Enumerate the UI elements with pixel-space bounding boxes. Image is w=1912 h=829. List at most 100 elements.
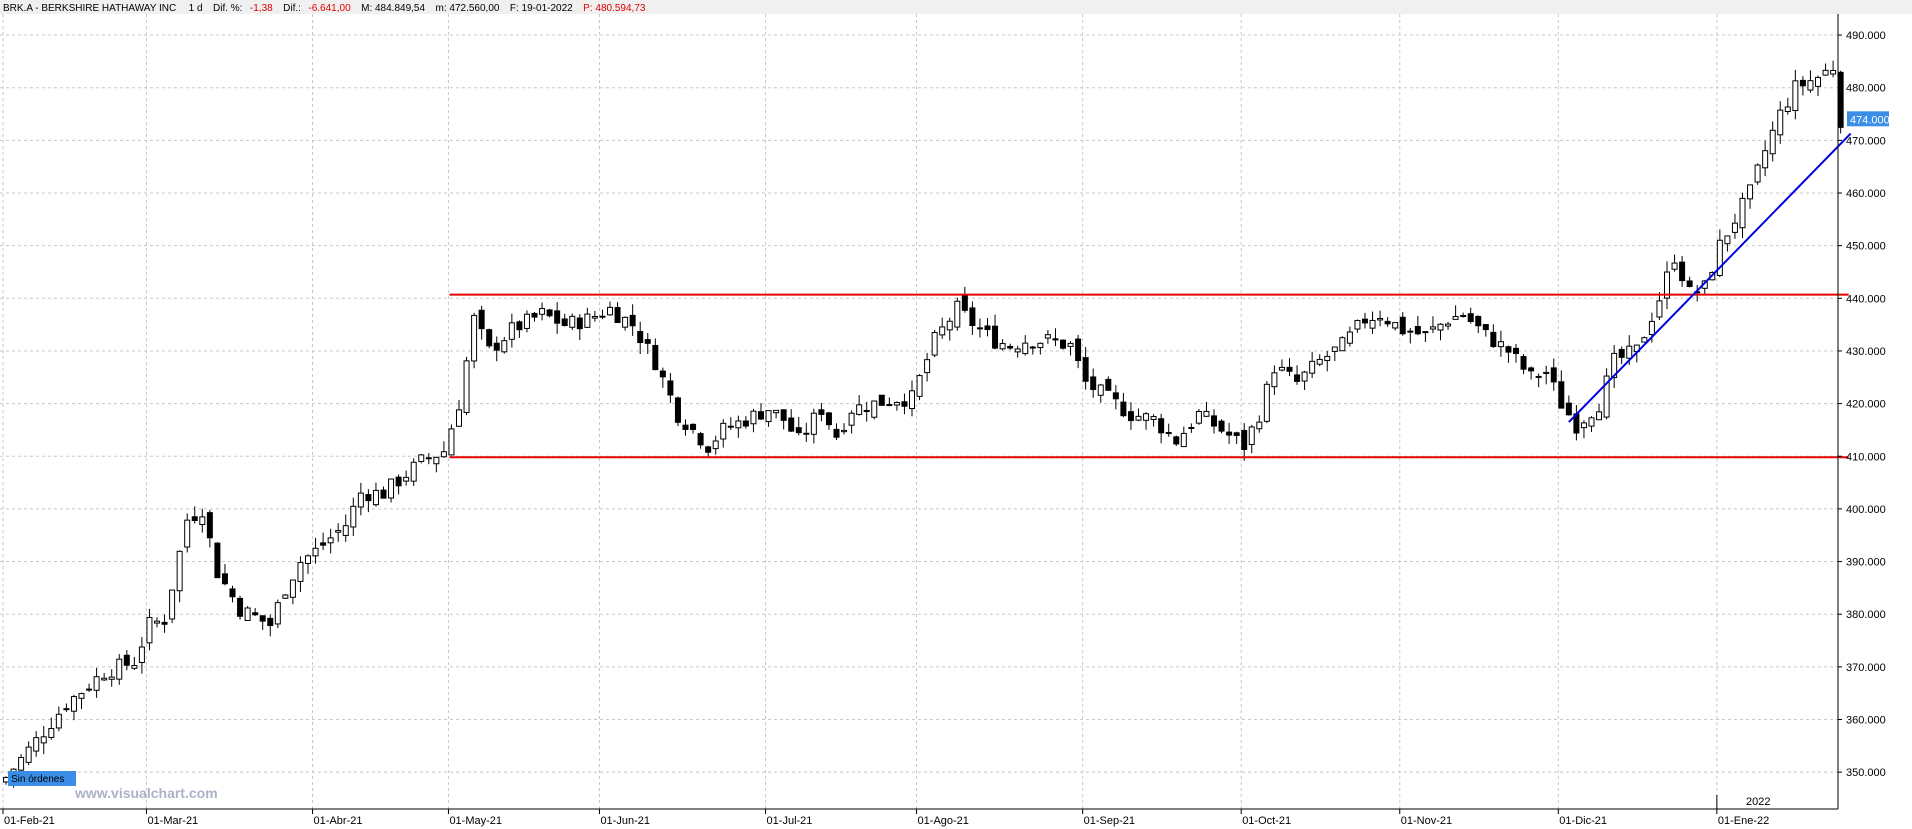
candle-up — [372, 489, 379, 506]
y-tick-label: 430.000 — [1846, 346, 1886, 358]
candle-up — [607, 306, 613, 316]
candle-up — [1437, 323, 1444, 331]
y-tick-label: 400.000 — [1846, 504, 1886, 516]
candle-up — [1664, 271, 1670, 299]
candle-up — [1324, 355, 1331, 361]
candle-down — [825, 412, 832, 426]
candle-down — [478, 309, 485, 330]
y-tick-label: 350.000 — [1846, 767, 1886, 779]
candle-up — [154, 620, 160, 624]
candle-up — [916, 375, 923, 397]
candle-up — [622, 316, 629, 328]
orders-badge[interactable]: Sin órdenes — [8, 771, 76, 786]
candle-up — [101, 677, 108, 681]
candle-up — [1445, 323, 1452, 327]
candle-up — [924, 359, 931, 374]
candle-down — [886, 404, 893, 407]
last-price-value: 474.000 — [1850, 114, 1890, 126]
candle-down — [788, 417, 795, 432]
candle-down — [976, 327, 983, 330]
min-label: m: 472.560,00 — [436, 3, 500, 14]
candle-up — [1256, 421, 1263, 430]
candle-up — [584, 313, 591, 328]
candle-down — [667, 380, 674, 396]
candle-down — [992, 325, 999, 349]
candle-down — [1127, 411, 1134, 422]
candle-down — [1414, 326, 1421, 335]
candle-down — [644, 339, 651, 344]
candle-up — [569, 315, 576, 328]
candle-up — [1641, 337, 1648, 343]
candle-up — [403, 476, 410, 482]
candle-up — [1807, 80, 1814, 91]
candle-down — [1105, 378, 1112, 391]
candle-up — [841, 429, 848, 433]
candle-up — [1724, 235, 1731, 245]
candle-up — [1203, 410, 1210, 417]
candle-up — [305, 555, 311, 564]
candle-up — [1762, 150, 1769, 169]
candle-up — [1037, 342, 1044, 349]
candle-up — [1143, 413, 1150, 421]
candle-up — [1195, 410, 1202, 424]
candle-up — [1580, 422, 1587, 429]
candle-up — [471, 314, 478, 362]
header-info: BRK.A - BERKSHIRE HATHAWAY INC 1 d Dif. … — [3, 0, 646, 15]
candle-down — [259, 615, 266, 622]
candle-up — [3, 777, 9, 783]
candle-up — [146, 617, 153, 644]
x-axis: 01-Feb-21 01-Mar-21 01-Abr-21 01-May-21 01-J… — [2, 795, 1769, 827]
candle-up — [954, 300, 961, 328]
candle-up — [244, 607, 251, 621]
candle-up — [1626, 345, 1633, 359]
candle-up — [33, 737, 40, 752]
last-price-tag: 474.000 — [1847, 111, 1890, 127]
candle-up — [1165, 432, 1172, 435]
candle-down — [1407, 330, 1414, 333]
candle-down — [1241, 429, 1248, 451]
candle-down — [659, 370, 666, 378]
y-tick-label: 420.000 — [1846, 399, 1886, 411]
candle-up — [350, 505, 357, 528]
candle-up — [720, 422, 727, 440]
candle-down — [425, 457, 432, 460]
candle-up — [25, 746, 32, 763]
plot-area[interactable] — [0, 14, 1838, 809]
x-tick-label: 01-May-21 — [449, 815, 502, 827]
candle-up — [1671, 262, 1678, 270]
candle-up — [508, 322, 515, 340]
candle-down — [1007, 345, 1014, 349]
candle-up — [1278, 366, 1285, 371]
candle-up — [1188, 427, 1195, 430]
candle-up — [1180, 432, 1187, 448]
candle-down — [546, 309, 553, 317]
candle-down — [969, 307, 976, 326]
candle-up — [138, 646, 145, 663]
candle-down — [1490, 331, 1497, 348]
candle-down — [1505, 346, 1512, 353]
candle-up — [274, 602, 281, 625]
candle-down — [833, 428, 840, 438]
candle-down — [237, 597, 244, 617]
candle-up — [1596, 411, 1603, 421]
candle-down — [63, 708, 70, 711]
candle-down — [961, 295, 968, 311]
dif-pct-value: -1,38 — [250, 3, 273, 14]
candle-up — [1377, 317, 1384, 321]
candle-down — [214, 542, 221, 579]
candle-down — [531, 312, 538, 318]
candle-up — [335, 530, 342, 533]
candle-up — [810, 412, 817, 435]
candle-down — [554, 310, 561, 324]
candle-down — [1173, 436, 1180, 445]
candle-down — [1467, 313, 1474, 323]
candle-up — [871, 400, 878, 418]
year-label: 2022 — [1746, 796, 1770, 808]
candle-down — [818, 409, 825, 415]
x-tick-label: 01-Ago-21 — [918, 815, 969, 827]
candle-up — [433, 456, 440, 465]
header-bar — [0, 0, 1912, 14]
candle-up — [410, 461, 417, 482]
x-tick-label: 01-Nov-21 — [1401, 815, 1452, 827]
